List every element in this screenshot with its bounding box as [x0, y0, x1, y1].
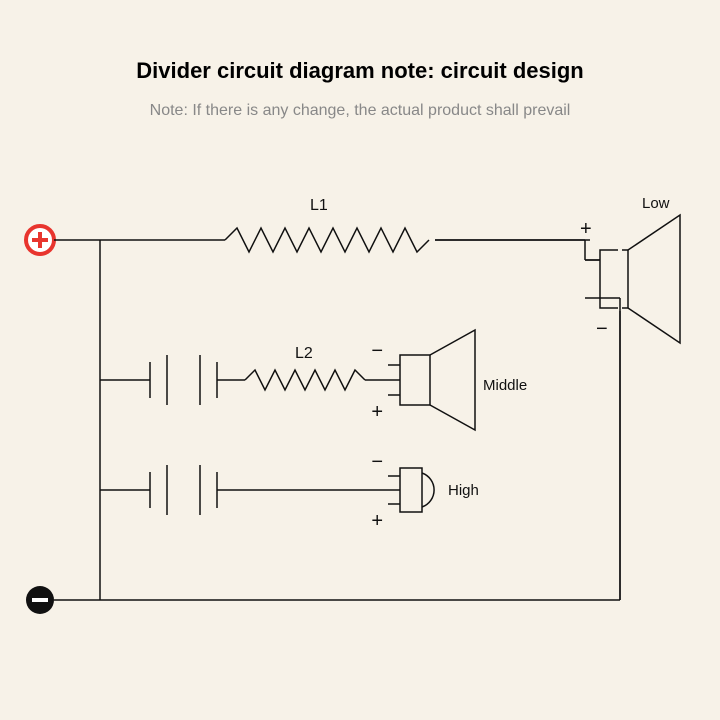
- high-pos-sign: +: [371, 510, 383, 532]
- label-high: High: [448, 482, 479, 499]
- capacitor-high: [150, 465, 217, 515]
- positive-terminal-icon: [26, 226, 54, 254]
- label-middle: Middle: [483, 377, 527, 394]
- mid-neg-sign: −: [371, 340, 383, 362]
- label-l2: L2: [295, 345, 313, 362]
- high-neg-sign: −: [371, 451, 383, 473]
- low-pos-sign: +: [580, 218, 592, 240]
- label-low: Low: [642, 195, 670, 212]
- speaker-middle-icon: [388, 330, 475, 430]
- low-neg-sign: −: [596, 318, 608, 340]
- negative-terminal-icon: [26, 586, 54, 614]
- circuit-diagram: L1 L2 − + Middle: [0, 0, 720, 720]
- label-l1: L1: [310, 197, 328, 214]
- inductor-l1: [225, 228, 429, 252]
- mid-pos-sign: +: [371, 401, 383, 423]
- inductor-l2: [245, 370, 365, 390]
